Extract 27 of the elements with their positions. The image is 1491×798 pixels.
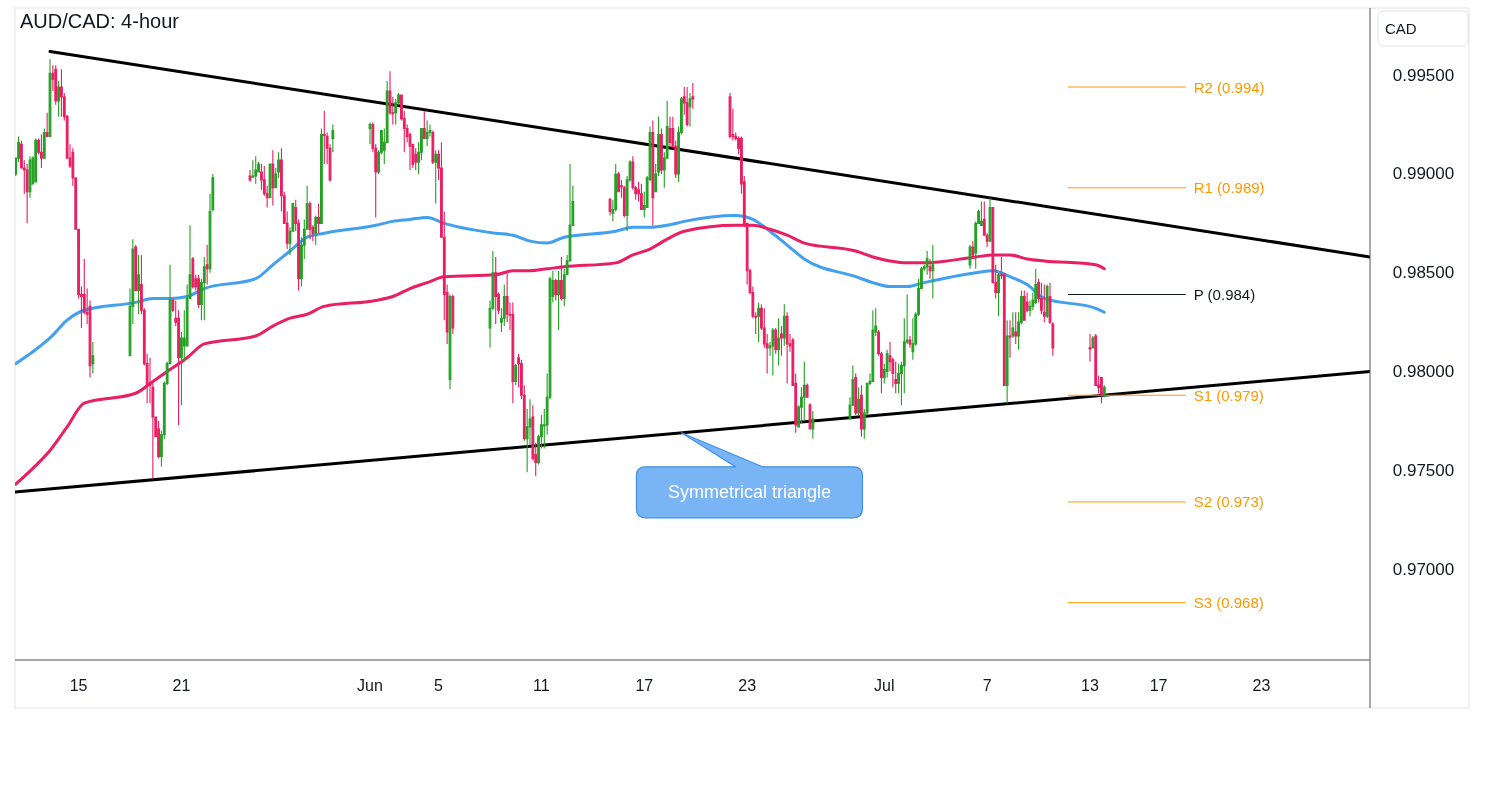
y-tick-label: 0.99000 [1392, 164, 1455, 184]
ref-line-label: P (0.984) [1193, 285, 1256, 303]
y-tick-label: 0.97500 [1392, 460, 1455, 480]
y-axis-title: CAD [1385, 20, 1417, 37]
x-tick-label: 17 [635, 676, 654, 694]
x-tick-label: 7 [982, 676, 992, 694]
x-tick-label: 17 [1149, 676, 1168, 694]
x-tick-label: 23 [1252, 676, 1271, 694]
x-tick-label: 13 [1081, 676, 1099, 694]
ref-line-label: S3 (0.968) [1193, 594, 1264, 612]
x-tick-label: 23 [738, 676, 757, 694]
chart-title: AUD/CAD: 4-hour [20, 10, 180, 32]
ref-line-label: R2 (0.994) [1193, 78, 1265, 96]
x-tick-label: 15 [69, 676, 88, 694]
x-tick-label: 21 [172, 676, 191, 694]
annotation: Symmetrical triangle [667, 482, 831, 503]
y-tick-label: 0.99500 [1392, 65, 1455, 85]
x-tick-label: Jun [357, 676, 383, 694]
x-tick-label: 5 [434, 676, 444, 694]
ref-line-label: S2 (0.973) [1193, 493, 1264, 511]
y-tick-label: 0.97000 [1392, 559, 1455, 579]
ref-line-label: R1 (0.989) [1193, 179, 1265, 197]
x-tick-label: 11 [533, 676, 550, 694]
ref-line-label: S1 (0.979) [1193, 386, 1264, 404]
y-tick-label: 0.98500 [1392, 263, 1455, 283]
x-tick-label: Jul [874, 676, 895, 694]
y-tick-label: 0.98000 [1392, 362, 1455, 382]
